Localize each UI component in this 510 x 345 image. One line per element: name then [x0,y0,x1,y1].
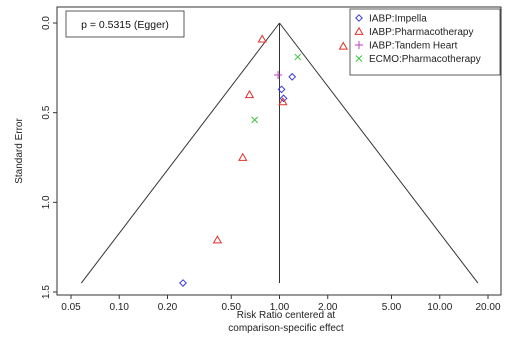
legend-label: IABP:Pharmacotherapy [369,27,474,38]
x-axis-title-line-2: comparison-specific effect [228,323,344,334]
x-tick-label: 20.00 [475,302,500,313]
legend-label: IABP:Impella [369,14,427,25]
x-tick-label: 10.00 [427,302,452,313]
y-tick-label: 1.5 [41,285,52,299]
egger-annotation-box [65,10,185,38]
x-tick-label: 5.00 [382,302,402,313]
y-tick-label: 0.0 [41,16,52,30]
data-point-triangle [212,235,223,244]
data-point-diamond [288,72,297,81]
data-point-diamond [277,85,286,94]
data-point-diamond [179,279,187,287]
funnel-left-line [80,22,280,284]
egger-annotation: p = 0.5315 (Egger) [81,19,169,31]
x-tick-label: 1.00 [270,302,290,313]
legend-box [349,8,501,76]
y-axis: 0.0 0.5 1.0 1.5 [41,16,57,299]
legend: IABP:Impella IABP:Pharmacotherapy IABP:Tan… [349,8,501,76]
legend-marker-cross [355,55,363,62]
x-tick-label: 0.20 [158,302,178,313]
data-point-triangle [338,41,348,50]
legend-marker-plus [355,41,363,49]
data-point-cross [251,116,259,124]
x-tick-label: 0.50 [222,302,242,313]
data-point-triangle [278,97,288,106]
data-point-triangle [257,34,267,43]
data-point-triangle [244,89,255,99]
data-point-diamond [279,94,288,103]
x-tick-label: 0.10 [110,302,130,313]
data-point-plus [274,71,283,80]
y-tick-label: 1.0 [41,195,52,209]
x-tick-label: 0.05 [61,302,81,313]
legend-marker-triangle [354,26,364,35]
data-point-cross [294,53,302,61]
y-axis-title: Standard Error [14,118,25,184]
funnel-right-line [279,22,479,284]
x-axis: 0.05 0.10 0.20 0.50 1.00 2.00 5.00 10.00 20.00 [61,295,501,313]
x-axis-title-line-1: Risk Ratio centered at [237,310,336,321]
funnel-layer [80,22,479,284]
legend-marker-diamond [355,14,363,22]
legend-label: IABP:Tandem Heart [369,41,458,52]
x-tick-label: 2.00 [318,302,338,313]
legend-label: ECMO:Pharmacotherapy [369,54,481,65]
y-tick-label: 0.5 [41,105,52,119]
points-layer [179,34,348,287]
data-point-triangle [238,152,248,161]
